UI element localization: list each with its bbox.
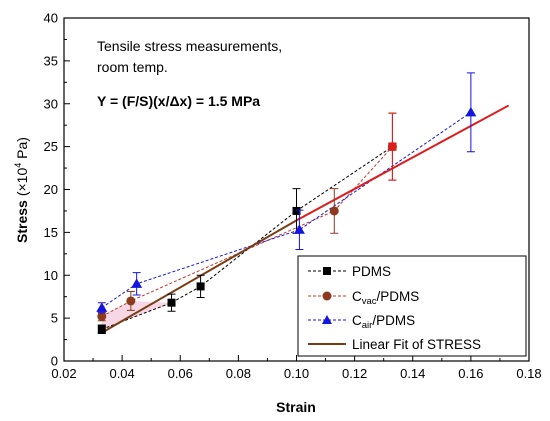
point-cvac-1	[126, 296, 136, 306]
legend-cvac-sub: vac	[362, 296, 377, 307]
point-pdms-3	[292, 206, 301, 215]
legend-cair-marker	[322, 315, 332, 324]
legend-cvac-base: C	[352, 289, 362, 304]
legend-entry-pdms: PDMS	[308, 264, 391, 279]
y-tick-label-7: 35	[44, 53, 58, 68]
point-cair-2	[293, 224, 305, 234]
point-cair-1	[131, 278, 143, 288]
youngs-modulus-formula: Y = (F/S)(x/Δx) = 1.5 MPa	[97, 93, 260, 109]
linear-fit-line	[101, 219, 297, 334]
legend-pdms-label: PDMS	[352, 264, 391, 279]
x-tick-label-8: 0.18	[516, 366, 541, 381]
legend-entry-cvac: Cvac/PDMS	[308, 289, 419, 307]
point-cvac-2	[329, 206, 339, 216]
y-axis-title-unit-suffix: Pa)	[14, 137, 30, 163]
y-tick-label-5: 25	[44, 139, 58, 154]
legend-cvac-marker	[322, 291, 332, 301]
x-tick-label-5: 0.12	[342, 366, 367, 381]
y-tick-label-6: 30	[44, 96, 58, 111]
x-tick-label-2: 0.06	[168, 366, 193, 381]
x-tick-label-4: 0.10	[284, 366, 309, 381]
legend-cair-base: C	[352, 313, 362, 328]
x-tick-label-3: 0.08	[226, 366, 251, 381]
y-axis-title-unit-prefix: (×10	[14, 168, 30, 197]
x-tick-label-1: 0.04	[109, 366, 134, 381]
x-tick-label-0: 0.02	[51, 366, 76, 381]
x-axis-title: Strain	[276, 399, 316, 415]
y-tick-label-4: 20	[44, 182, 58, 197]
y-tick-label-3: 15	[44, 225, 58, 240]
note-line-1: Tensile stress measurements,	[97, 38, 282, 54]
legend: PDMS Cvac/PDMS Cair/PDMS Linear Fit of S…	[297, 255, 527, 357]
legend-pdms-marker	[323, 267, 331, 275]
highlight-point	[388, 142, 397, 151]
point-pdms-2	[196, 282, 205, 291]
legend-cair-label: Cair/PDMS	[352, 313, 415, 331]
legend-box	[297, 255, 527, 357]
point-cair-3	[465, 106, 477, 117]
point-pdms-0	[97, 325, 106, 334]
legend-cair-rest: /PDMS	[372, 313, 415, 328]
legend-cair-sub: air	[362, 320, 373, 331]
y-axis-title-main: Stress	[14, 200, 30, 243]
note-line-2: room temp.	[97, 59, 168, 75]
legend-cvac-label: Cvac/PDMS	[352, 289, 419, 307]
y-tick-label-8: 40	[44, 11, 58, 26]
point-pdms-1	[167, 298, 176, 307]
series-points	[96, 72, 477, 335]
point-cair-0	[96, 302, 108, 312]
y-axis-title: Stress (×104 Pa)	[13, 137, 30, 243]
fit-extension-line	[296, 104, 510, 222]
series-cair-line	[101, 111, 472, 309]
y-axis-title-exponent: 4	[13, 163, 23, 168]
y-tick-label-0: 0	[51, 354, 58, 369]
legend-entry-cair: Cair/PDMS	[308, 313, 415, 331]
series-cvac-line	[101, 146, 393, 317]
point-cvac-0	[97, 311, 107, 321]
y-tick-label-1: 5	[51, 311, 58, 326]
y-tick-label-2: 10	[44, 268, 58, 283]
legend-cvac-rest: /PDMS	[377, 289, 420, 304]
x-tick-label-6: 0.14	[400, 366, 425, 381]
x-tick-label-7: 0.16	[458, 366, 483, 381]
legend-entry-linear-fit: Linear Fit of STRESS	[308, 337, 481, 352]
axis-ticks: 0.02 0.04 0.06 0.08 0.10 0.12 0.14 0.16 0.18 0 5 10…	[44, 11, 542, 382]
legend-fit-label: Linear Fit of STRESS	[352, 337, 481, 352]
note-annotation: Tensile stress measurements, room temp.	[97, 38, 282, 75]
series-lines	[101, 104, 510, 334]
